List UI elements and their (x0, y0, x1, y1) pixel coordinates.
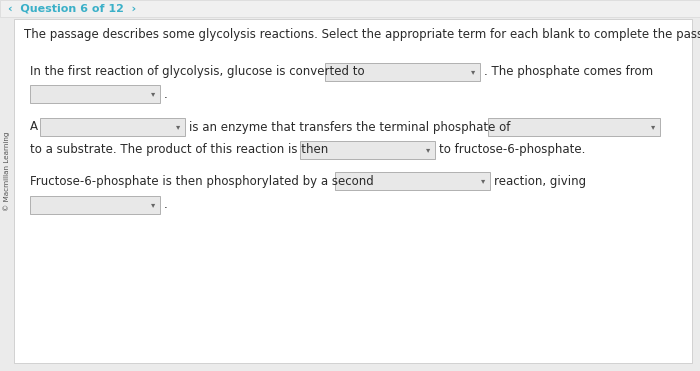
Text: ▾: ▾ (481, 177, 485, 186)
FancyBboxPatch shape (488, 118, 660, 136)
Text: ▾: ▾ (151, 200, 155, 210)
Text: ‹  Question 6 of 12  ›: ‹ Question 6 of 12 › (8, 3, 136, 13)
FancyBboxPatch shape (30, 85, 160, 103)
Text: © Macmillan Learning: © Macmillan Learning (4, 131, 10, 211)
Text: ▾: ▾ (651, 122, 655, 131)
Text: reaction, giving: reaction, giving (494, 174, 586, 187)
FancyBboxPatch shape (325, 63, 480, 81)
Text: to fructose-6-phosphate.: to fructose-6-phosphate. (439, 144, 585, 157)
FancyBboxPatch shape (14, 19, 692, 363)
Text: The passage describes some glycolysis reactions. Select the appropriate term for: The passage describes some glycolysis re… (24, 28, 700, 41)
Text: . The phosphate comes from: . The phosphate comes from (484, 66, 653, 79)
FancyBboxPatch shape (30, 196, 160, 214)
Text: to a substrate. The product of this reaction is then: to a substrate. The product of this reac… (30, 144, 328, 157)
FancyBboxPatch shape (0, 0, 700, 17)
Text: In the first reaction of glycolysis, glucose is converted to: In the first reaction of glycolysis, glu… (30, 66, 365, 79)
Text: .: . (164, 88, 168, 101)
Text: is an enzyme that transfers the terminal phosphate of: is an enzyme that transfers the terminal… (189, 121, 510, 134)
Text: A: A (30, 121, 38, 134)
Text: Fructose-6-phosphate is then phosphorylated by a second: Fructose-6-phosphate is then phosphoryla… (30, 174, 374, 187)
Text: ▾: ▾ (471, 68, 475, 76)
Text: ▾: ▾ (151, 89, 155, 98)
FancyBboxPatch shape (335, 172, 490, 190)
FancyBboxPatch shape (300, 141, 435, 159)
FancyBboxPatch shape (40, 118, 185, 136)
Text: ▾: ▾ (176, 122, 180, 131)
Text: ▾: ▾ (426, 145, 430, 154)
Text: .: . (164, 198, 168, 211)
